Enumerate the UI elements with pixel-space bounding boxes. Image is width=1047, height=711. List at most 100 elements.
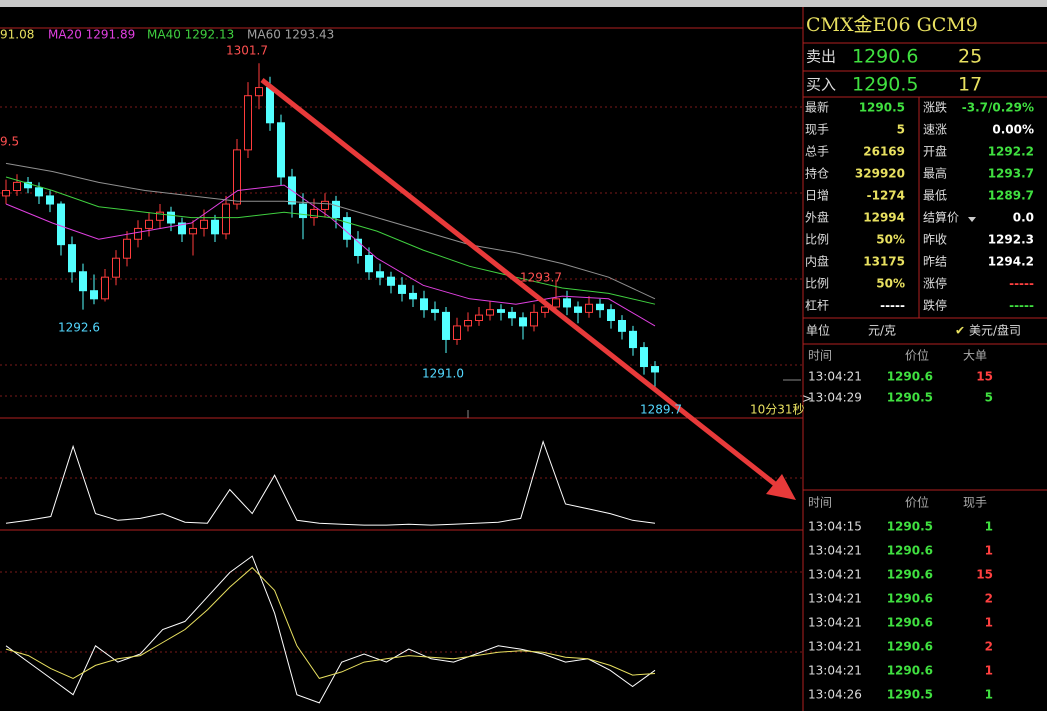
quote-label: 速涨	[923, 122, 947, 137]
quote-label: 最新	[805, 100, 829, 115]
panel-title: CMX金E06 GCM9	[806, 14, 978, 36]
candle-body	[585, 303, 593, 313]
candle-body	[420, 298, 428, 311]
quote-value: 13175	[863, 255, 905, 269]
check-icon: ✔	[955, 324, 965, 338]
candle-body	[211, 219, 219, 235]
candle-body	[552, 298, 560, 308]
quote-value: -----	[1009, 277, 1034, 291]
quote-label: 跌停	[923, 298, 947, 313]
trade-size: 2	[985, 592, 993, 606]
ma-legend: MA60 1293.43	[247, 28, 334, 42]
trade-price: 1290.6	[887, 616, 933, 630]
quote-label: 最高	[923, 166, 947, 181]
quote-value: 26169	[863, 145, 905, 159]
candle-body	[651, 366, 659, 373]
trade-time: 13:04:21	[808, 664, 862, 678]
price-label: 1289.7	[640, 403, 682, 417]
bid-size: 17	[958, 74, 982, 96]
trade-size: 2	[985, 640, 993, 654]
candle-body	[640, 347, 648, 368]
trade-header: 时间	[808, 349, 832, 363]
price-label: 1291.0	[422, 367, 464, 381]
trade-time: 13:04:29	[808, 391, 862, 405]
candle-body	[321, 200, 329, 210]
candle-body	[79, 271, 87, 292]
trade-header: 价位	[905, 495, 929, 510]
trade-price: 1290.6	[887, 544, 933, 558]
quote-label: 开盘	[923, 144, 947, 159]
trade-price: 1290.6	[887, 568, 933, 582]
quote-label: 最低	[923, 189, 947, 203]
quote-value: 50%	[876, 233, 905, 247]
unit-option[interactable]: 美元/盘司	[969, 323, 1021, 338]
quote-value: 5	[897, 123, 905, 137]
candle-body	[574, 306, 582, 313]
unit-option[interactable]: 元/克	[868, 324, 896, 338]
candle-body	[35, 187, 43, 197]
quote-label: 涨停	[923, 276, 947, 291]
quote-label: 杠杆	[805, 298, 829, 313]
candle-body	[13, 181, 21, 191]
arrow	[260, 78, 796, 500]
unit-label: 单位	[806, 323, 830, 338]
candle-body	[387, 276, 395, 286]
trade-price: 1290.6	[887, 370, 933, 384]
bid-label: 买入	[806, 76, 836, 94]
price-label: 1292.6	[58, 321, 100, 335]
candle-body	[354, 238, 362, 256]
candle-body	[24, 181, 32, 189]
layout	[0, 7, 804, 711]
candle-body	[156, 211, 164, 221]
quote-value: 1292.3	[988, 233, 1034, 247]
quote-value: 1292.2	[988, 145, 1034, 159]
quote-value: -----	[880, 299, 905, 313]
bid-price: 1290.5	[852, 74, 918, 96]
quote-label: 总手	[805, 145, 829, 159]
trade-size: 15	[976, 568, 993, 582]
trade-time: 13:04:21	[808, 370, 862, 384]
arrow-head	[766, 474, 796, 500]
trade-time: 13:04:21	[808, 616, 862, 630]
price-label: 1293.7	[520, 271, 562, 285]
quote-label: 日增	[805, 189, 829, 203]
candle-body	[409, 292, 417, 300]
candle-body	[442, 311, 450, 340]
candle-body	[134, 227, 142, 240]
ma-legend: 91.08	[0, 28, 34, 42]
indicator-line	[5, 555, 656, 704]
trade-size: 1	[985, 664, 993, 678]
trade-size: 5	[985, 391, 993, 405]
volume-line	[5, 439, 656, 526]
candle-body	[46, 195, 54, 205]
candle-body	[167, 211, 175, 224]
quote-value: -1274	[867, 189, 905, 203]
price-labels: 9.5 1301.7 1292.6 1291.0 1293.7 1289.7 1…	[0, 44, 805, 417]
quote-value: 1289.7	[988, 189, 1034, 203]
quote-label: 涨跌	[923, 100, 947, 115]
price-label: 1301.7	[226, 44, 268, 58]
candle-body	[145, 219, 153, 229]
candle-body	[618, 320, 626, 332]
indicator-line	[5, 566, 656, 679]
quote-value: 329920	[855, 167, 905, 181]
row-pointer: >	[802, 392, 812, 406]
quote-label: 结算价	[923, 210, 959, 225]
ask-size: 25	[958, 46, 982, 68]
ma-legend: MA20 1291.89	[48, 28, 135, 42]
candle-body	[486, 309, 494, 316]
quote-value: -----	[1009, 299, 1034, 313]
candle-body	[497, 309, 505, 313]
trade-price: 1290.6	[887, 592, 933, 606]
trade-time: 13:04:15	[808, 520, 862, 534]
quote-label: 比例	[805, 277, 829, 291]
trade-time: 13:04:21	[808, 568, 862, 582]
candle-body	[101, 276, 109, 300]
candle-body	[90, 290, 98, 300]
trade-size: 15	[976, 370, 993, 384]
candle-body	[519, 317, 527, 327]
candle-body	[530, 311, 538, 327]
dropdown-icon[interactable]	[968, 217, 976, 222]
